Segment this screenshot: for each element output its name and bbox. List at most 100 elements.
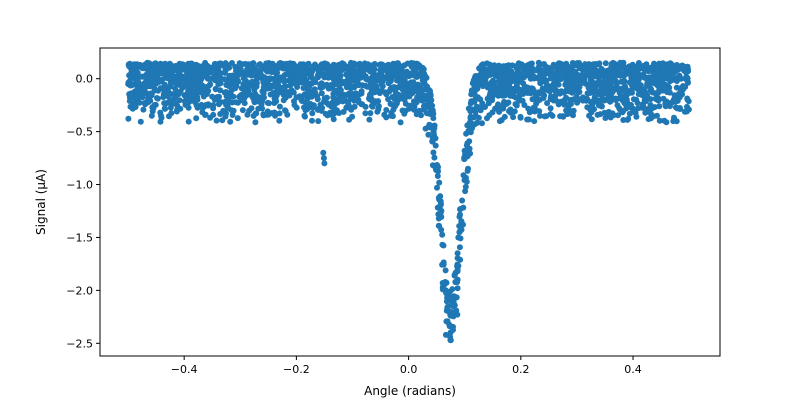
data-point	[182, 92, 189, 99]
x-tick-label: 0.4	[624, 363, 642, 376]
data-point	[398, 76, 405, 83]
data-point	[598, 91, 605, 98]
data-point	[255, 105, 262, 112]
data-point	[366, 116, 373, 123]
data-point	[264, 77, 271, 84]
data-point	[429, 102, 436, 109]
x-axis-label: Angle (radians)	[364, 384, 456, 398]
data-point	[349, 73, 356, 80]
data-point	[194, 78, 201, 85]
data-point	[602, 60, 609, 67]
data-point	[672, 98, 679, 105]
data-point	[279, 84, 286, 91]
data-point	[420, 103, 427, 110]
data-point	[684, 95, 691, 102]
data-point	[176, 63, 183, 70]
data-point	[362, 103, 369, 110]
data-point	[683, 108, 690, 115]
data-point	[252, 119, 259, 126]
data-point	[193, 102, 200, 109]
data-point	[459, 197, 466, 204]
data-point	[130, 81, 137, 88]
data-point	[406, 61, 413, 67]
data-point	[506, 87, 513, 94]
data-point	[275, 88, 281, 95]
data-point	[640, 103, 647, 110]
data-point	[552, 93, 559, 99]
data-point	[336, 88, 343, 95]
data-point	[441, 279, 448, 286]
data-point	[454, 279, 461, 285]
scatter-points	[125, 59, 692, 344]
data-point	[211, 74, 218, 81]
data-point	[299, 98, 305, 104]
data-point	[252, 110, 259, 117]
data-point	[565, 101, 572, 108]
data-point	[244, 86, 251, 93]
data-point	[134, 93, 141, 100]
data-point	[156, 78, 163, 85]
data-point	[454, 268, 461, 275]
y-tick-label: −0.5	[66, 126, 93, 139]
data-point	[582, 61, 589, 68]
data-point	[363, 76, 370, 83]
data-point	[384, 65, 391, 72]
data-point	[306, 83, 313, 90]
data-point	[316, 66, 323, 73]
data-point	[125, 115, 132, 122]
data-point	[385, 96, 392, 103]
data-point	[572, 73, 579, 80]
data-point	[439, 241, 446, 248]
data-point	[230, 73, 237, 80]
data-point	[482, 104, 488, 110]
data-point	[351, 103, 358, 110]
data-point	[630, 85, 637, 91]
data-point	[430, 149, 437, 156]
data-point	[645, 116, 652, 123]
data-point	[167, 104, 174, 111]
data-point	[429, 135, 436, 142]
data-point	[257, 73, 264, 80]
y-tick-label: −1.0	[66, 179, 93, 192]
data-point	[314, 96, 321, 103]
data-point	[395, 65, 402, 72]
data-point	[286, 92, 293, 99]
data-point	[627, 104, 634, 110]
data-point	[207, 81, 214, 88]
data-point	[680, 83, 687, 89]
data-point	[573, 61, 580, 68]
data-point	[227, 118, 234, 125]
data-point	[439, 261, 446, 268]
data-point	[580, 94, 586, 101]
data-point	[430, 110, 437, 117]
data-point	[451, 272, 458, 279]
data-point	[437, 202, 444, 209]
data-point	[234, 115, 241, 122]
data-point	[492, 105, 499, 112]
data-point	[184, 66, 190, 72]
data-point	[597, 111, 604, 118]
data-point	[391, 84, 398, 90]
data-point	[397, 70, 403, 77]
data-point	[132, 104, 139, 110]
data-point	[437, 210, 444, 217]
data-point	[146, 75, 153, 82]
data-point	[324, 100, 331, 107]
data-point	[653, 77, 660, 84]
data-point	[358, 74, 364, 81]
data-point	[367, 110, 374, 117]
data-point	[652, 73, 659, 79]
data-point	[467, 113, 474, 120]
data-point	[204, 67, 211, 74]
data-point	[345, 98, 352, 105]
data-point	[500, 65, 507, 72]
data-point	[471, 74, 478, 81]
data-point	[202, 111, 209, 118]
data-point	[435, 164, 441, 170]
data-point	[280, 97, 287, 104]
data-point	[260, 90, 267, 97]
data-point	[566, 74, 573, 81]
data-point	[321, 160, 328, 167]
data-point	[462, 183, 469, 190]
data-point	[176, 97, 183, 104]
